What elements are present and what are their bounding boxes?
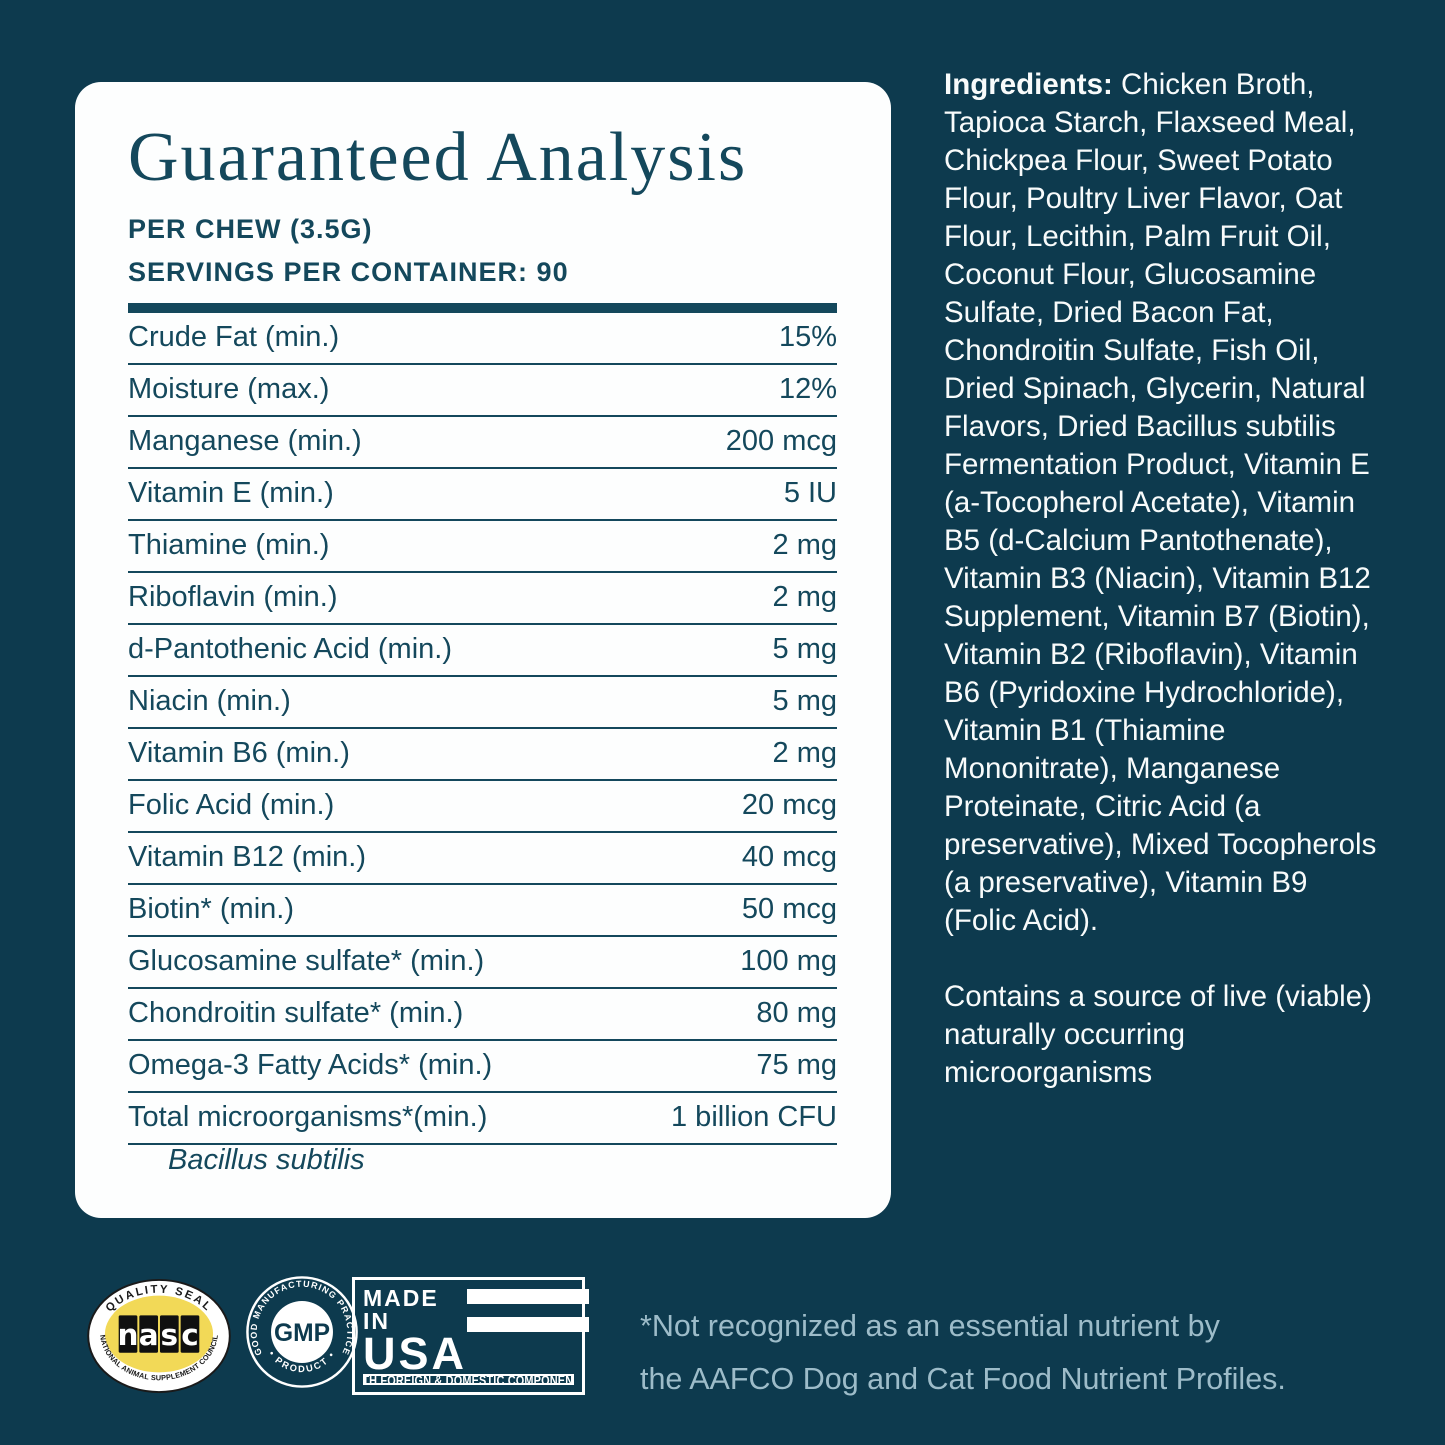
nutrient-name: Biotin* (min.): [128, 893, 294, 925]
guaranteed-analysis-card: Guaranteed Analysis PER CHEW (3.5G) SERV…: [75, 82, 891, 1218]
nutrient-name: Folic Acid (min.): [128, 789, 335, 821]
usa-label: USA: [363, 1328, 468, 1379]
nutrient-name: Thiamine (min.): [128, 529, 330, 561]
nutrient-value: 200 mcg: [725, 425, 837, 457]
nasc-letter-boxes: n a s c: [118, 1315, 200, 1353]
nutrient-name: Vitamin E (min.): [128, 477, 334, 509]
table-row: Folic Acid (min.) 20 mcg: [128, 781, 837, 833]
table-row: Niacin (min.) 5 mg: [128, 677, 837, 729]
made-in-label: MADE IN: [363, 1285, 439, 1334]
footnote-line: *Not recognized as an essential nutrient…: [640, 1309, 1220, 1343]
svg-text:a: a: [139, 1318, 159, 1352]
svg-text:c: c: [181, 1318, 199, 1352]
gmp-center-text: GMP: [274, 1320, 330, 1347]
nutrient-value: 15%: [778, 321, 837, 353]
table-row: Vitamin B6 (min.) 2 mg: [128, 729, 837, 781]
servings-per-container-label: SERVINGS PER CONTAINER: 90: [128, 257, 569, 287]
ingredients-label: Ingredients:: [944, 68, 1113, 101]
nutrient-name: Glucosamine sulfate* (min.): [128, 945, 485, 977]
nutrient-value: 20 mcg: [741, 789, 837, 821]
table-row: Biotin* (min.) 50 mcg: [128, 885, 837, 937]
nutrient-name: Moisture (max.): [128, 373, 330, 405]
nutrient-name: Chondroitin sulfate* (min.): [128, 997, 464, 1029]
flag-stripes: [467, 1287, 590, 1374]
nutrient-value: 5 mg: [772, 633, 837, 665]
nutrient-name: Omega-3 Fatty Acids* (min.): [128, 1049, 493, 1081]
table-row: Manganese (min.) 200 mcg: [128, 417, 837, 469]
nutrient-value: 12%: [778, 373, 837, 405]
analysis-table: Crude Fat (min.) 15% Moisture (max.) 12%…: [128, 313, 837, 1179]
table-row: Chondroitin sulfate* (min.) 80 mg: [128, 989, 837, 1041]
nutrient-name: d-Pantothenic Acid (min.): [128, 633, 452, 665]
svg-text:s: s: [161, 1318, 179, 1352]
table-row: Crude Fat (min.) 15%: [128, 313, 837, 365]
page-title: Guaranteed Analysis: [128, 119, 748, 196]
nutrient-value: 2 mg: [772, 581, 837, 613]
serving-size-label: PER CHEW (3.5G): [128, 214, 373, 244]
usa-components-strip: WITH FOREIGN & DOMESTIC COMPONENTS: [363, 1374, 574, 1385]
usa-badge-top: MADE IN USA: [363, 1285, 590, 1379]
table-row: Vitamin E (min.) 5 IU: [128, 469, 837, 521]
nutrient-value: 2 mg: [772, 737, 837, 769]
nutrient-value: 80 mg: [756, 997, 837, 1029]
nasc-quality-seal-icon: QUALITY SEAL n a s c NATIONAL ANIMAL SUP…: [87, 1278, 231, 1394]
nutrient-value: 1 billion CFU: [671, 1101, 837, 1133]
usa-components-text: WITH FOREIGN & DOMESTIC COMPONENTS: [363, 1374, 574, 1385]
ingredients-section: Ingredients: Chicken Broth, Tapioca Star…: [944, 66, 1380, 1092]
table-row: Omega-3 Fatty Acids* (min.) 75 mg: [128, 1041, 837, 1093]
svg-text:n: n: [118, 1318, 139, 1352]
table-row: Moisture (max.) 12%: [128, 365, 837, 417]
table-row: Glucosamine sulfate* (min.) 100 mg: [128, 937, 837, 989]
nutrient-value: 2 mg: [772, 529, 837, 561]
footnote-line: the AAFCO Dog and Cat Food Nutrient Prof…: [640, 1362, 1286, 1396]
flag-stripe: [467, 1317, 590, 1332]
nutrient-name: Riboflavin (min.): [128, 581, 338, 613]
aafco-footnote: *Not recognized as an essential nutrient…: [640, 1300, 1286, 1406]
nutrient-name: Crude Fat (min.): [128, 321, 340, 353]
table-header-rule: [128, 303, 837, 313]
microorganism-species-label: Bacillus subtilis: [168, 1144, 365, 1176]
made-in-usa-badge: MADE IN USA WITH FOREIGN & DOMESTIC COMP…: [352, 1277, 590, 1395]
table-row: Thiamine (min.) 2 mg: [128, 521, 837, 573]
live-microorganisms-note: Contains a source of live (viable) natur…: [944, 980, 1372, 1089]
gmp-seal-icon: GOOD MANUFACTURING PRACTICE • PRODUCT • …: [246, 1276, 358, 1388]
table-row: d-Pantothenic Acid (min.) 5 mg: [128, 625, 837, 677]
table-row: Vitamin B12 (min.) 40 mcg: [128, 833, 837, 885]
nutrient-value: 5 IU: [783, 477, 837, 509]
nutrient-value: 75 mg: [756, 1049, 837, 1081]
nutrient-value: 100 mg: [740, 945, 837, 977]
nutrient-name: Niacin (min.): [128, 685, 291, 717]
table-row: Riboflavin (min.) 2 mg: [128, 573, 837, 625]
nutrient-value: 40 mcg: [741, 841, 837, 873]
nutrient-name: Vitamin B6 (min.): [128, 737, 350, 769]
nutrient-name: Vitamin B12 (min.): [128, 841, 366, 873]
table-row: Total microorganisms*(min.) 1 billion CF…: [128, 1093, 837, 1145]
ingredients-paragraph: Ingredients: Chicken Broth, Tapioca Star…: [944, 66, 1380, 940]
flag-stripe: [467, 1289, 590, 1304]
nutrient-value: 5 mg: [772, 685, 837, 717]
nutrient-name: Manganese (min.): [128, 425, 362, 457]
ingredients-text: Chicken Broth, Tapioca Starch, Flaxseed …: [944, 68, 1377, 937]
nutrient-value: 50 mcg: [741, 893, 837, 925]
nutrient-name: Total microorganisms*(min.): [128, 1101, 488, 1133]
